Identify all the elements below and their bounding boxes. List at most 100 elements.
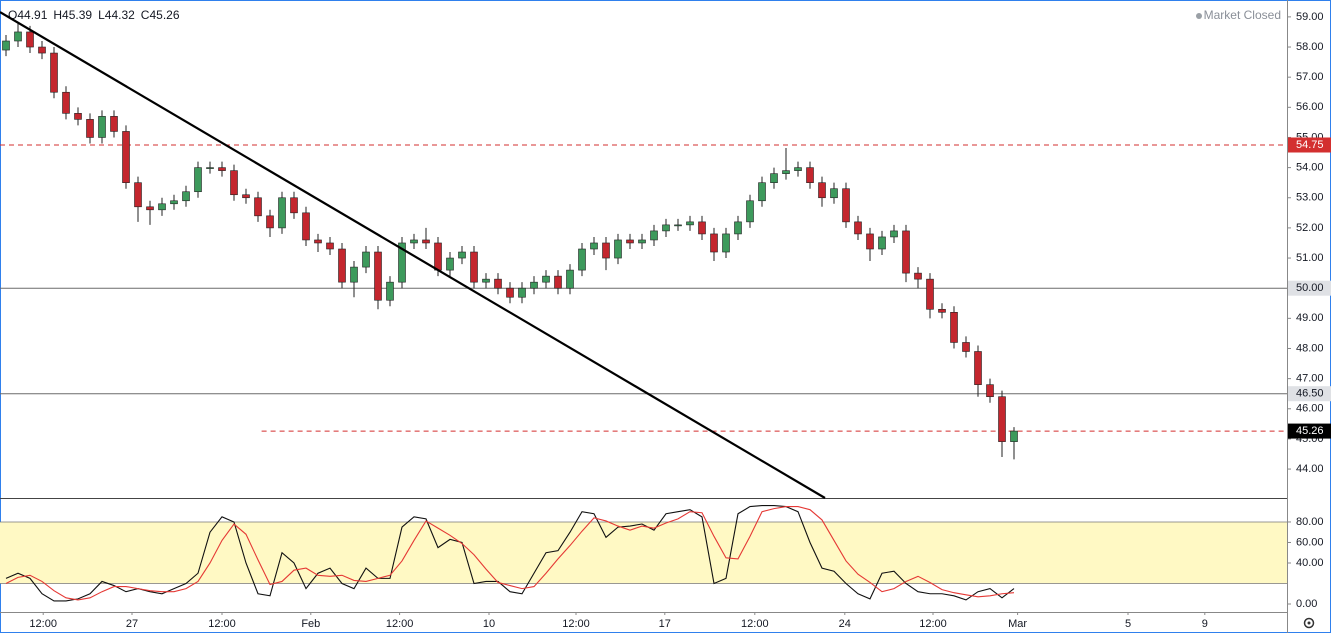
candle-body <box>86 119 94 138</box>
candle-body <box>662 224 670 232</box>
candle-body <box>278 197 286 229</box>
candle-body <box>710 233 718 253</box>
candle-body <box>554 275 562 289</box>
y-tick-label: 47.00 <box>1296 373 1324 385</box>
candle-body <box>242 194 250 199</box>
candle-body <box>134 182 142 208</box>
candle-body <box>434 242 442 271</box>
candle-body <box>590 242 598 250</box>
status-dot <box>1196 13 1202 19</box>
y-tick-label: 57.00 <box>1296 71 1324 83</box>
candle-body <box>266 215 274 229</box>
x-tick-label: Mar <box>1008 618 1027 630</box>
candle-body <box>614 239 622 259</box>
level-label: 54.75 <box>1296 139 1324 151</box>
y-tick-label: 56.00 <box>1296 101 1324 113</box>
candle-body <box>482 278 490 283</box>
y-tick-label: 80.00 <box>1296 516 1324 528</box>
candle-body <box>338 248 346 283</box>
candle-body <box>494 278 502 289</box>
x-tick-label: 12:00 <box>386 618 414 630</box>
candle-body <box>194 167 202 193</box>
candle-body <box>158 203 166 211</box>
candle-body <box>878 236 886 250</box>
y-tick-label: 54.00 <box>1296 162 1324 174</box>
y-tick-label: 48.00 <box>1296 342 1324 354</box>
candle-body <box>674 224 682 227</box>
candle-body <box>854 221 862 235</box>
y-tick-label: 58.00 <box>1296 41 1324 53</box>
candle-body <box>542 275 550 283</box>
trendline <box>0 11 826 499</box>
candle-body <box>974 351 982 385</box>
ohlc-value: 44.91 <box>17 8 47 22</box>
oscillator-line <box>5 506 1015 601</box>
candle-body <box>470 251 478 283</box>
ohlc-value: 45.26 <box>149 8 179 22</box>
x-tick-label: 12:00 <box>29 618 57 630</box>
candle-body <box>842 188 850 223</box>
level-label-bg <box>1288 386 1331 402</box>
candle-body <box>746 200 754 223</box>
candle-body <box>74 113 82 120</box>
ohlc-key: L <box>98 8 105 22</box>
candle-body <box>830 188 838 199</box>
candle-body <box>650 230 658 241</box>
oscillator-band <box>0 521 1287 584</box>
candle-body <box>962 342 970 352</box>
level-label: 46.50 <box>1296 388 1324 400</box>
candle-body <box>254 197 262 217</box>
candle-body <box>110 116 118 132</box>
settings-icon[interactable] <box>1303 617 1315 629</box>
x-tick-label: 12:00 <box>919 618 947 630</box>
candle-body <box>578 248 586 271</box>
candle-body <box>314 239 322 244</box>
candle-body <box>758 182 766 202</box>
level-label: 50.00 <box>1296 282 1324 294</box>
candle-body <box>98 116 106 138</box>
candle-body <box>506 287 514 298</box>
candle-body <box>602 242 610 259</box>
candle-body <box>398 242 406 283</box>
candle-body <box>122 131 130 183</box>
ohlc-value: 44.32 <box>105 8 135 22</box>
candle-body <box>50 52 58 93</box>
candle-body <box>230 170 238 196</box>
x-tick-label: 27 <box>126 618 138 630</box>
candle-body <box>914 272 922 280</box>
y-tick-label: 60.00 <box>1296 536 1324 548</box>
ohlc-value: 45.39 <box>62 8 92 22</box>
gear[interactable] <box>1303 617 1315 629</box>
x-tick-label: 9 <box>1202 618 1208 630</box>
x-tick-label: 17 <box>659 618 671 630</box>
candle-body <box>986 384 994 398</box>
gear-center[interactable] <box>1307 621 1311 625</box>
candle-body <box>782 170 790 174</box>
candle-body <box>818 182 826 199</box>
candle-body <box>62 91 70 114</box>
level-label-bg <box>1288 280 1331 296</box>
candle-body <box>734 221 742 235</box>
candle-body <box>518 287 526 298</box>
y-tick-label: 51.00 <box>1296 252 1324 264</box>
candle-body <box>14 31 22 42</box>
candle-body <box>626 239 634 244</box>
candle-body <box>938 308 946 313</box>
x-tick-label: 12:00 <box>741 618 769 630</box>
candle-body <box>38 46 46 54</box>
candle-body <box>422 239 430 244</box>
candle-body <box>722 233 730 253</box>
candle-body <box>890 230 898 238</box>
ohlc-legend: O44.91 H45.39 L44.32 C45.26 <box>8 8 180 22</box>
candle-body <box>146 206 154 211</box>
ohlc-key: H <box>53 8 62 22</box>
candle-body <box>1010 430 1018 442</box>
candle-body <box>950 312 958 343</box>
x-tick-label: 10 <box>483 618 495 630</box>
x-tick-label: 5 <box>1125 618 1131 630</box>
candle-body <box>458 251 466 259</box>
y-tick-label: 59.00 <box>1296 11 1324 23</box>
y-tick-label: 52.00 <box>1296 222 1324 234</box>
